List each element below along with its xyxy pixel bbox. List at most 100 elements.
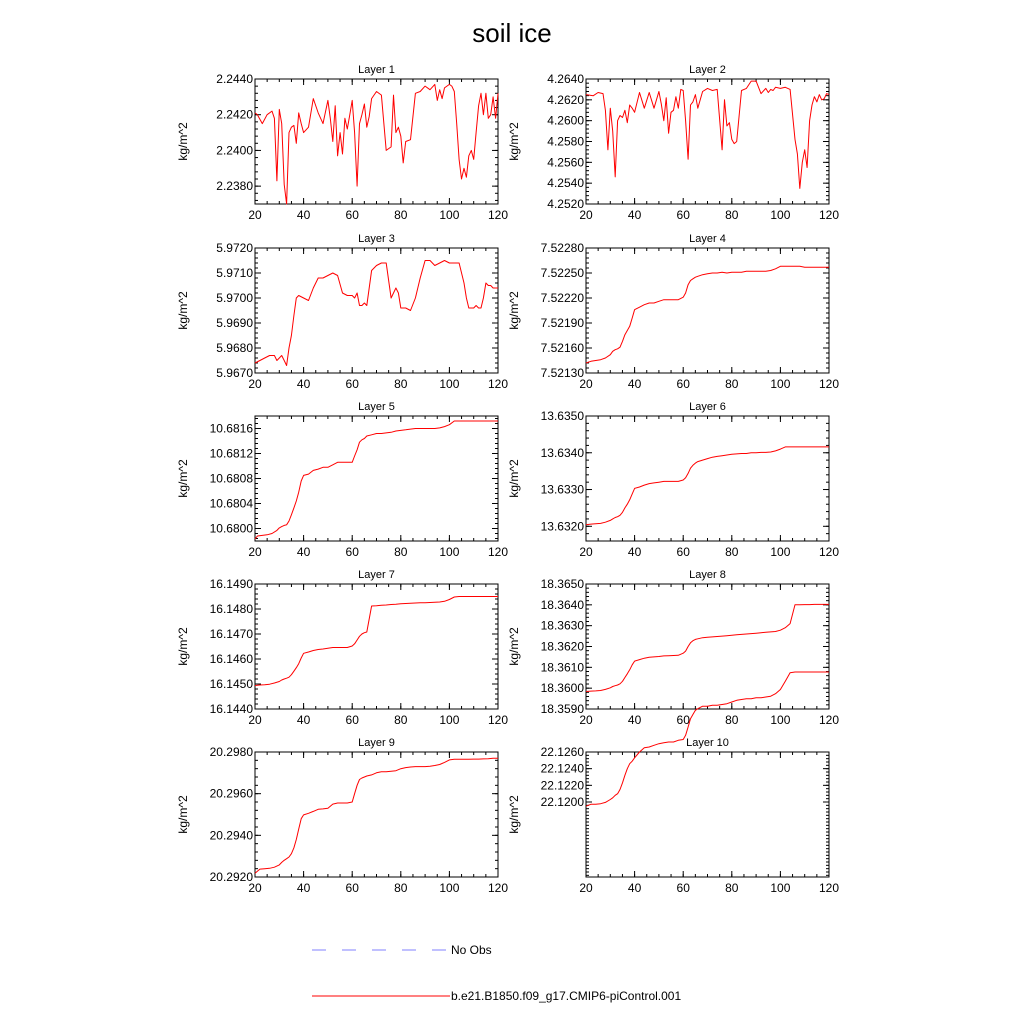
panel-title: Layer 10 (686, 737, 729, 749)
y-tick-label: 22.1240 (541, 762, 585, 776)
x-tick-label: 120 (488, 208, 508, 222)
y-tick-label: 10.6800 (210, 522, 254, 536)
x-tick-label: 20 (248, 377, 262, 391)
plot-frame (254, 751, 499, 878)
x-tick-label: 60 (346, 713, 360, 727)
x-tick-label: 100 (439, 208, 459, 222)
y-axis-label: kg/m^2 (176, 122, 190, 161)
plot-frame (254, 247, 499, 374)
y-tick-label: 13.6340 (541, 446, 585, 460)
y-tick-label: 10.6816 (210, 422, 254, 436)
x-tick-label: 100 (770, 208, 790, 222)
panel-layer-8: Layer 8 20 40 60 80 100 120 18.3590 18.3600 18.36… (507, 569, 839, 727)
y-tick-label: 4.2600 (547, 114, 584, 128)
x-tick-label: 60 (677, 713, 691, 727)
x-tick-label: 80 (725, 713, 739, 727)
series-line (585, 671, 829, 807)
x-tick-label: 80 (725, 208, 739, 222)
x-tick-label: 40 (297, 713, 311, 727)
figure-title: soil ice (472, 18, 551, 48)
series-line (254, 757, 498, 874)
plot-frame (585, 78, 830, 205)
y-tick-label: 22.1220 (541, 778, 585, 792)
plot-frame (254, 78, 499, 205)
x-tick-label: 40 (628, 881, 642, 895)
y-tick-label: 18.3600 (541, 681, 585, 695)
panel-layer-4: Layer 4 20 40 60 80 100 120 7.52130 7.52160 7.521… (507, 233, 839, 391)
y-tick-label: 5.9720 (216, 241, 253, 255)
legend-no-obs-label: No Obs (451, 943, 492, 957)
y-tick-label: 7.52190 (541, 316, 585, 330)
y-tick-label: 2.2380 (216, 179, 253, 193)
y-tick-label: 16.1460 (210, 652, 254, 666)
plot-frame (585, 751, 830, 878)
panel-layer-3: Layer 3 20 40 60 80 100 120 5.9670 5.9680 5.9690 5… (176, 233, 508, 391)
y-tick-label: 13.6350 (541, 409, 585, 423)
x-tick-label: 40 (297, 545, 311, 559)
y-tick-label: 16.1450 (210, 677, 254, 691)
series-line (254, 260, 498, 366)
series-line (254, 420, 498, 540)
y-tick-label: 18.3590 (541, 702, 585, 716)
y-tick-label: 16.1440 (210, 702, 254, 716)
panel-title: Layer 3 (358, 233, 395, 245)
y-tick-label: 5.9680 (216, 341, 253, 355)
x-tick-label: 40 (297, 377, 311, 391)
x-tick-label: 80 (725, 377, 739, 391)
x-tick-label: 120 (819, 377, 839, 391)
panel-title: Layer 4 (689, 233, 726, 245)
panel-layer-9: Layer 9 20 40 60 80 100 120 20.2920 20.2940 20.29… (176, 737, 508, 895)
x-tick-label: 20 (579, 208, 593, 222)
x-tick-label: 60 (677, 377, 691, 391)
x-tick-label: 20 (248, 881, 262, 895)
y-tick-label: 13.6320 (541, 519, 585, 533)
y-tick-label: 4.2640 (547, 72, 584, 86)
panel-layer-6: Layer 6 20 40 60 80 100 120 13.6320 13.6330 13.63… (507, 401, 839, 559)
y-tick-label: 2.2440 (216, 72, 253, 86)
x-tick-label: 120 (819, 713, 839, 727)
y-axis-label: kg/m^2 (176, 795, 190, 834)
x-tick-label: 40 (297, 208, 311, 222)
series-line (254, 83, 499, 205)
y-tick-label: 5.9670 (216, 366, 253, 380)
y-tick-label: 22.1200 (541, 795, 585, 809)
x-tick-label: 40 (628, 377, 642, 391)
y-tick-label: 18.3620 (541, 640, 585, 654)
y-tick-label: 20.2920 (210, 870, 254, 884)
x-tick-label: 100 (770, 377, 790, 391)
panel-title: Layer 2 (689, 64, 726, 76)
y-axis-label: kg/m^2 (176, 459, 190, 498)
y-tick-label: 16.1470 (210, 627, 254, 641)
x-tick-label: 60 (677, 881, 691, 895)
series-line (585, 80, 830, 189)
x-tick-label: 100 (439, 713, 459, 727)
y-tick-label: 18.3630 (541, 619, 585, 633)
panel-title: Layer 6 (689, 401, 726, 413)
x-tick-label: 60 (346, 881, 360, 895)
y-tick-label: 4.2520 (547, 197, 584, 211)
x-tick-label: 100 (770, 545, 790, 559)
y-tick-label: 7.52130 (541, 366, 585, 380)
y-tick-label: 7.52220 (541, 291, 585, 305)
y-tick-label: 10.6812 (210, 447, 254, 461)
x-tick-label: 40 (628, 208, 642, 222)
y-tick-label: 20.2960 (210, 787, 254, 801)
x-tick-label: 120 (488, 881, 508, 895)
y-tick-label: 20.2980 (210, 745, 254, 759)
y-tick-label: 16.1490 (210, 577, 254, 591)
y-axis-label: kg/m^2 (507, 122, 521, 161)
x-tick-label: 20 (248, 713, 262, 727)
panel-layer-2: Layer 2 20 40 60 80 100 120 4.2520 4.2540 4.2560 4… (507, 64, 839, 222)
y-axis-label: kg/m^2 (507, 795, 521, 834)
x-tick-label: 120 (488, 377, 508, 391)
x-tick-label: 100 (770, 881, 790, 895)
y-axis-label: kg/m^2 (507, 291, 521, 330)
y-tick-label: 2.2420 (216, 108, 253, 122)
x-tick-label: 80 (394, 545, 408, 559)
y-tick-label: 4.2540 (547, 176, 584, 190)
y-tick-label: 2.2400 (216, 143, 253, 157)
y-axis-label: kg/m^2 (507, 459, 521, 498)
panel-title: Layer 1 (358, 64, 395, 76)
x-tick-label: 20 (579, 545, 593, 559)
